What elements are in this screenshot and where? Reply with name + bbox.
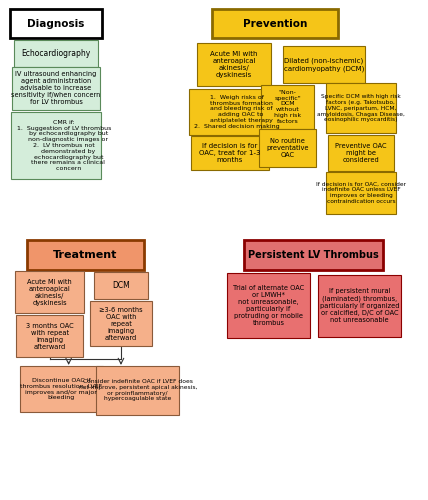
Text: Preventive OAC
might be
considered: Preventive OAC might be considered <box>335 143 386 163</box>
FancyBboxPatch shape <box>89 300 152 346</box>
Text: 3 months OAC
with repeat
imaging
afterward: 3 months OAC with repeat imaging afterwa… <box>26 322 74 349</box>
FancyBboxPatch shape <box>212 10 338 38</box>
FancyBboxPatch shape <box>262 85 314 128</box>
Text: Treatment: Treatment <box>53 250 118 260</box>
Text: If persistent mural
(laminated) thrombus,
particularly if organized
or calcified: If persistent mural (laminated) thrombus… <box>320 288 399 323</box>
Text: If decision is for
OAC, treat for 1-3
months: If decision is for OAC, treat for 1-3 mo… <box>199 143 261 163</box>
Text: Dilated (non-ischemic)
cardiomyopathy (DCM): Dilated (non-ischemic) cardiomyopathy (D… <box>284 58 364 71</box>
FancyBboxPatch shape <box>326 84 396 133</box>
FancyBboxPatch shape <box>318 274 401 337</box>
FancyBboxPatch shape <box>191 136 268 170</box>
Text: Echocardiography: Echocardiography <box>21 49 91 58</box>
FancyBboxPatch shape <box>11 112 101 179</box>
Text: Consider indefinite OAC if LVEF does
not improve, persistent apical akinesis,
or: Consider indefinite OAC if LVEF does not… <box>78 379 197 402</box>
Text: Acute MI with
anteroapical
akinesis/
dyskinesis: Acute MI with anteroapical akinesis/ dys… <box>210 51 258 78</box>
Text: IV ultrasound enhancing
agent administration
advisable to increase
sensitivity i: IV ultrasound enhancing agent administra… <box>12 72 101 106</box>
Text: Diagnosis: Diagnosis <box>27 19 85 29</box>
Text: ≥3-6 months
OAC with
repeat
imaging
afterward: ≥3-6 months OAC with repeat imaging afte… <box>99 306 143 340</box>
Text: No routine
preventative
OAC: No routine preventative OAC <box>266 138 309 158</box>
FancyBboxPatch shape <box>94 272 148 299</box>
FancyBboxPatch shape <box>96 366 179 414</box>
FancyBboxPatch shape <box>189 89 270 134</box>
FancyBboxPatch shape <box>244 240 383 270</box>
FancyBboxPatch shape <box>197 44 270 86</box>
FancyBboxPatch shape <box>14 40 98 67</box>
FancyBboxPatch shape <box>328 135 394 171</box>
FancyBboxPatch shape <box>227 274 310 338</box>
Text: Trial of alternate OAC
or LMWH*
not unreasonable,
particularly if
protruding or : Trial of alternate OAC or LMWH* not unre… <box>233 285 304 326</box>
Text: Discontinue OAC if
thrombus resolution, LVEF
improves and/or major
bleeding: Discontinue OAC if thrombus resolution, … <box>20 378 102 400</box>
FancyBboxPatch shape <box>16 315 83 357</box>
Text: "Non-
specific"
DCM
without
high risk
factors: "Non- specific" DCM without high risk fa… <box>274 90 301 124</box>
Text: Prevention: Prevention <box>243 19 307 29</box>
FancyBboxPatch shape <box>20 366 103 412</box>
FancyBboxPatch shape <box>283 46 365 83</box>
Text: DCM: DCM <box>112 282 130 290</box>
Text: 1.  Weigh risks of
    thrombus formation
    and bleeding risk of
    adding OA: 1. Weigh risks of thrombus formation and… <box>194 95 280 129</box>
FancyBboxPatch shape <box>15 271 84 314</box>
FancyBboxPatch shape <box>12 68 100 110</box>
Text: CMR if:
1.  Suggestion of LV thrombus
    by echocardiography but
    non-diagno: CMR if: 1. Suggestion of LV thrombus by … <box>17 120 112 172</box>
FancyBboxPatch shape <box>259 130 316 166</box>
Text: If decision is for OAC, consider
indefinite OAC unless LVEF
improves or bleeding: If decision is for OAC, consider indefin… <box>316 182 406 204</box>
FancyBboxPatch shape <box>27 240 144 270</box>
Text: Specific DCM with high risk
factors (e.g. Takotsubo,
LVNC, peripartum, HCM,
amyl: Specific DCM with high risk factors (e.g… <box>317 94 405 122</box>
FancyBboxPatch shape <box>10 10 102 38</box>
FancyBboxPatch shape <box>326 172 396 214</box>
Text: Acute MI with
anteroapical
akinesis/
dyskinesis: Acute MI with anteroapical akinesis/ dys… <box>27 279 72 306</box>
Text: Persistent LV Thrombus: Persistent LV Thrombus <box>248 250 379 260</box>
